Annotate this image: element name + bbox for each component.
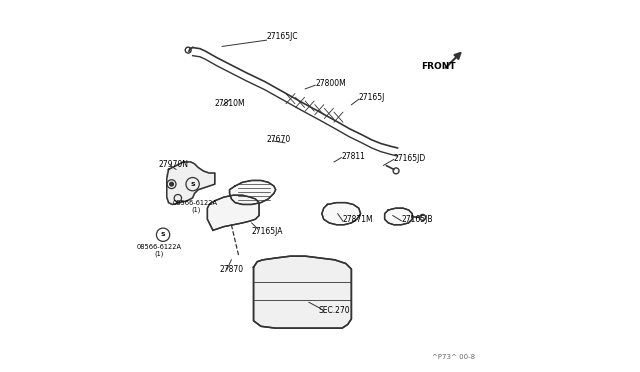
Text: 27165JC: 27165JC (266, 32, 298, 41)
Text: 08566-6122A
(1): 08566-6122A (1) (136, 244, 181, 257)
Text: 27870: 27870 (220, 265, 244, 274)
Text: SEC.270: SEC.270 (318, 306, 350, 315)
Polygon shape (385, 208, 412, 225)
Text: 27800M: 27800M (316, 79, 346, 88)
Text: 27970N: 27970N (158, 160, 188, 169)
Text: 27810M: 27810M (215, 99, 245, 108)
Text: 08566-6122A
(1): 08566-6122A (1) (173, 200, 218, 213)
Text: 27670: 27670 (266, 135, 291, 144)
Text: ^P73^ 00-8: ^P73^ 00-8 (432, 354, 475, 360)
Text: 27165JD: 27165JD (394, 154, 426, 163)
Polygon shape (253, 256, 351, 328)
Text: 27165JB: 27165JB (401, 215, 433, 224)
Text: 27165JA: 27165JA (252, 227, 283, 235)
Text: S: S (190, 182, 195, 187)
Text: 27165J: 27165J (359, 93, 385, 102)
Text: FRONT: FRONT (422, 61, 456, 71)
Polygon shape (322, 203, 360, 225)
Text: 27871M: 27871M (343, 215, 374, 224)
Text: S: S (161, 232, 165, 237)
Polygon shape (230, 180, 276, 205)
Circle shape (170, 182, 173, 186)
Polygon shape (207, 195, 259, 230)
Text: 27811: 27811 (341, 152, 365, 161)
Polygon shape (167, 162, 215, 205)
